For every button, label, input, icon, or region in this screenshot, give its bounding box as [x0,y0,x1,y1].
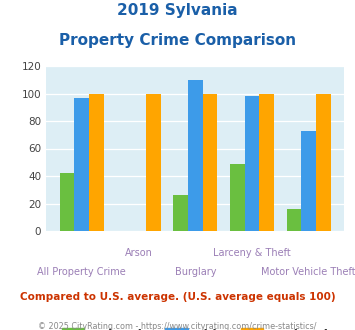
Text: Burglary: Burglary [175,267,216,277]
Text: Property Crime Comparison: Property Crime Comparison [59,33,296,48]
Bar [188,80,203,231]
Bar [203,93,217,231]
Bar [301,131,316,231]
Text: Larceny & Theft: Larceny & Theft [213,248,291,257]
Text: All Property Crime: All Property Crime [37,267,126,277]
Text: © 2025 CityRating.com - https://www.cityrating.com/crime-statistics/: © 2025 CityRating.com - https://www.city… [38,322,317,330]
Text: 2019 Sylvania: 2019 Sylvania [117,3,238,18]
Text: Compared to U.S. average. (U.S. average equals 100): Compared to U.S. average. (U.S. average … [20,292,335,302]
Legend: Sylvania, Ohio, National: Sylvania, Ohio, National [57,323,334,330]
Text: Motor Vehicle Theft: Motor Vehicle Theft [261,267,355,277]
Bar [60,173,75,231]
Bar [173,195,188,231]
Bar [146,93,161,231]
Bar [89,93,104,231]
Bar [316,93,331,231]
Text: Arson: Arson [125,248,153,257]
Bar [75,98,89,231]
Bar [230,164,245,231]
Bar [245,96,260,231]
Bar [286,209,301,231]
Bar [260,93,274,231]
